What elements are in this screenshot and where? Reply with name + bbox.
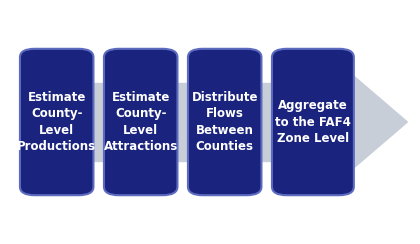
FancyBboxPatch shape xyxy=(21,83,328,161)
FancyBboxPatch shape xyxy=(188,49,262,195)
FancyBboxPatch shape xyxy=(104,49,177,195)
FancyBboxPatch shape xyxy=(272,49,354,195)
FancyBboxPatch shape xyxy=(20,49,94,195)
Text: Estimate
County-
Level
Attractions: Estimate County- Level Attractions xyxy=(104,91,178,153)
Text: Aggregate
to the FAF4
Zone Level: Aggregate to the FAF4 Zone Level xyxy=(275,99,351,145)
Polygon shape xyxy=(328,54,407,190)
Text: Estimate
County-
Level
Productions: Estimate County- Level Productions xyxy=(17,91,96,153)
Text: Distribute
Flows
Between
Counties: Distribute Flows Between Counties xyxy=(192,91,258,153)
